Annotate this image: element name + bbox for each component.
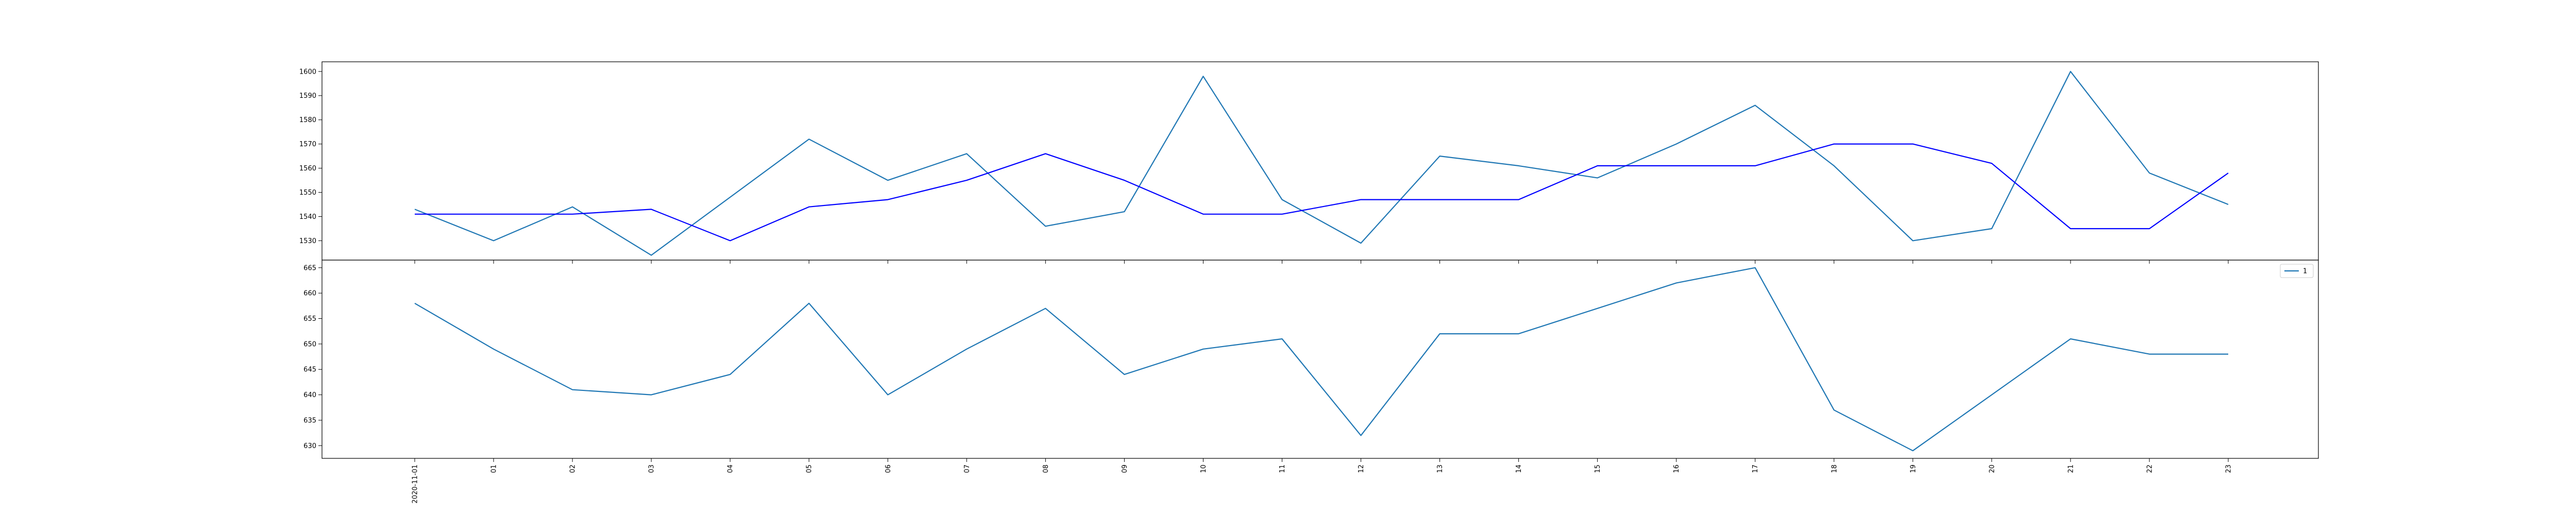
x-tick-label: 23: [2225, 465, 2233, 473]
x-tick-label: 08: [1042, 465, 1050, 473]
x-tick-label: 07: [963, 465, 971, 473]
x-tick-label: 02: [569, 465, 577, 473]
y-tick-label: 1600: [299, 68, 316, 76]
y-tick-label: 665: [303, 264, 316, 272]
series-line-2: [415, 143, 2229, 242]
top-panel: 1530 1540 1550 1560 1570 1580 1590 1600: [299, 61, 2319, 264]
y-tick-label: 650: [303, 340, 316, 348]
x-tick-label: 10: [1200, 465, 1208, 473]
x-tick-label: 15: [1594, 465, 1602, 473]
y-tick-label: 1580: [299, 116, 316, 124]
x-tick-label: 21: [2067, 465, 2075, 473]
axes-frame: [321, 61, 2319, 261]
x-tick-label: 13: [1436, 465, 1444, 473]
x-tick-label: 05: [806, 465, 814, 473]
x-tick-label: 12: [1358, 465, 1365, 473]
x-tick-label: 18: [1831, 465, 1838, 473]
x-tick-label: 17: [1752, 465, 1759, 473]
x-tick-label: 16: [1673, 465, 1681, 473]
y-tick-label: 1530: [299, 237, 316, 245]
axes-frame: [321, 260, 2319, 459]
x-tick-label: 22: [2146, 465, 2154, 473]
y-tick-label: 1550: [299, 189, 316, 197]
y-tick-label: 660: [303, 290, 316, 298]
x-tick-label: 14: [1515, 465, 1523, 473]
y-tick-label: 1590: [299, 92, 316, 100]
y-tick-label: 630: [303, 442, 316, 450]
x-tick-label: 06: [885, 465, 892, 473]
y-tick-label: 635: [303, 417, 316, 424]
legend-label: 1: [2303, 268, 2307, 276]
x-tick-label: 19: [1909, 465, 1917, 473]
x-tick-label: 09: [1121, 465, 1129, 473]
series-line-1: [414, 71, 2229, 256]
x-tick-label: 2020-11-01: [412, 465, 419, 504]
y-tick-label: 655: [303, 315, 316, 323]
x-tick-label: 11: [1279, 465, 1286, 473]
x-tick-label: 20: [1988, 465, 1996, 473]
y-tick-label: 1560: [299, 165, 316, 173]
x-tick-label: 04: [727, 465, 735, 473]
bottom-panel: 630 635 640 645 650 655 660 665 2020-11-01 01 02 03…: [303, 260, 2319, 504]
x-tick-label: 01: [490, 465, 498, 473]
y-tick-label: 640: [303, 391, 316, 399]
y-tick-label: 1570: [299, 141, 316, 148]
x-tick-label: 03: [648, 465, 656, 473]
y-tick-label: 645: [303, 366, 316, 374]
series-line-1: [414, 267, 2228, 452]
y-tick-label: 1540: [299, 213, 316, 221]
